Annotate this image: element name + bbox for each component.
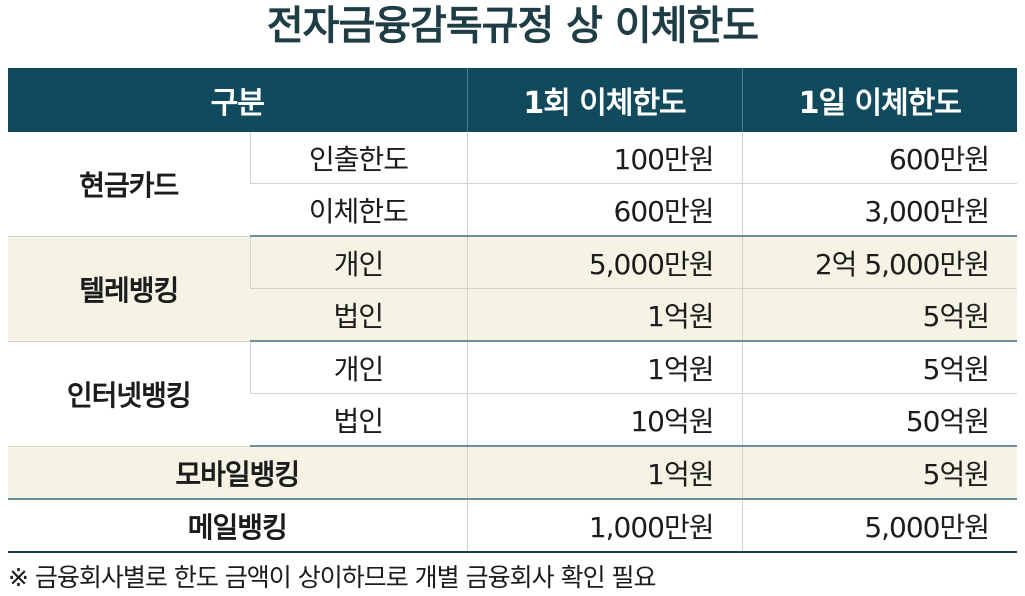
category-cell: 현금카드 bbox=[8, 132, 250, 237]
table-row: 법인 1억원 5억원 bbox=[8, 288, 1018, 342]
subcategory-cell: 법인 bbox=[250, 288, 468, 342]
subcategory-cell: 법인 bbox=[250, 393, 468, 447]
per-transaction-cell: 1억원 bbox=[466, 288, 743, 342]
per-transaction-cell: 600만원 bbox=[466, 183, 743, 237]
header-per-day: 1일 이체한도 bbox=[741, 68, 1018, 132]
per-day-cell: 2억 5,000만원 bbox=[741, 236, 1018, 289]
page-title: 전자금융감독규정 상 이체한도 bbox=[266, 3, 759, 49]
per-day-cell: 5억원 bbox=[741, 446, 1018, 500]
table-row: 법인 10억원 50억원 bbox=[8, 393, 1018, 447]
footnote: ※ 금융회사별로 한도 금액이 상이하므로 개별 금융회사 확인 필요 bbox=[8, 563, 657, 592]
table-row: 텔레뱅킹 개인 5,000만원 2억 5,000만원 bbox=[8, 236, 1018, 342]
category-cell: 인터넷뱅킹 bbox=[8, 341, 250, 447]
per-transaction-cell: 1억원 bbox=[466, 341, 743, 394]
category-cell: 메일뱅킹 bbox=[8, 499, 468, 553]
category-cell: 모바일뱅킹 bbox=[8, 446, 468, 500]
transfer-limit-table: 구분 1회 이체한도 1일 이체한도 현금카드 인출한도 100만원 600만원… bbox=[8, 68, 1018, 553]
subcategory-cell: 인출한도 bbox=[249, 132, 468, 184]
table-row: 메일뱅킹 1,000만원 5,000만원 bbox=[8, 499, 1018, 553]
per-day-cell: 5,000만원 bbox=[741, 499, 1018, 553]
header-category: 구분 bbox=[8, 68, 468, 132]
subcategory-cell: 개인 bbox=[249, 236, 468, 289]
table-row: 인터넷뱅킹 개인 1억원 5억원 bbox=[8, 341, 1018, 447]
per-transaction-cell: 1억원 bbox=[466, 446, 743, 500]
per-day-cell: 3,000만원 bbox=[741, 183, 1018, 237]
per-transaction-cell: 100만원 bbox=[466, 132, 743, 184]
subcategory-cell: 개인 bbox=[249, 341, 468, 394]
table-row: 현금카드 인출한도 100만원 600만원 bbox=[8, 132, 1018, 237]
table-row: 이체한도 600만원 3,000만원 bbox=[8, 183, 1018, 237]
per-day-cell: 600만원 bbox=[741, 132, 1018, 184]
table-row: 모바일뱅킹 1억원 5억원 bbox=[8, 446, 1018, 500]
per-day-cell: 5억원 bbox=[741, 341, 1018, 394]
category-cell: 텔레뱅킹 bbox=[8, 236, 250, 342]
subcategory-cell: 이체한도 bbox=[250, 183, 468, 237]
per-transaction-cell: 5,000만원 bbox=[466, 236, 743, 289]
per-day-cell: 5억원 bbox=[741, 288, 1018, 342]
per-transaction-cell: 10억원 bbox=[466, 393, 743, 447]
header-per-transaction: 1회 이체한도 bbox=[466, 68, 743, 132]
per-transaction-cell: 1,000만원 bbox=[466, 499, 743, 553]
table-header-row: 구분 1회 이체한도 1일 이체한도 bbox=[8, 68, 1018, 132]
per-day-cell: 50억원 bbox=[741, 393, 1018, 447]
